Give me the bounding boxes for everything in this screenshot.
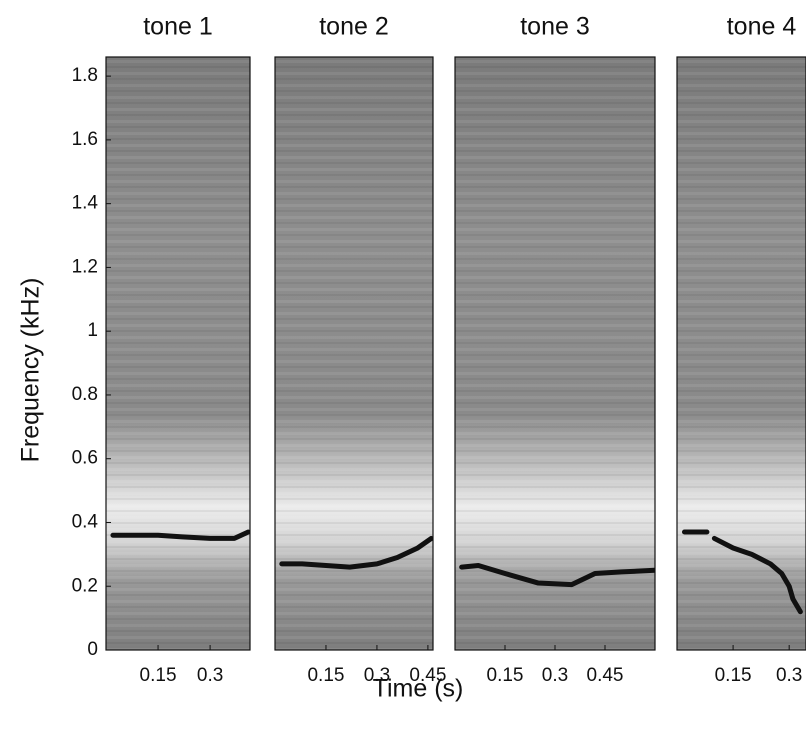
panel-frame (676, 56, 806, 651)
x-tick-label: 0.3 (197, 665, 223, 686)
y-tick-label: 1.4 (72, 193, 99, 214)
x-tick-label: 0.15 (307, 665, 344, 686)
panel: tone 4 0.15 0.3 (676, 13, 806, 686)
pitch-track (279, 535, 433, 570)
plot-area (459, 563, 655, 588)
panel-frame (274, 56, 434, 651)
panel-frame (105, 56, 251, 651)
y-tick-label: 1.8 (72, 65, 98, 86)
x-tick-label: 0.15 (140, 665, 177, 686)
spectrogram-texture (275, 57, 433, 650)
y-tick-label: 1.6 (72, 129, 98, 150)
x-tick-label: 0.15 (487, 665, 524, 686)
spectrogram-texture (455, 57, 655, 650)
spectrogram-texture (677, 57, 806, 650)
y-tick-label: 1.2 (72, 256, 98, 277)
x-axis-label: Time (s) (373, 675, 464, 703)
panel-title: tone 1 (143, 13, 213, 41)
y-tick-label: 1 (87, 320, 98, 341)
panel-title: tone 4 (727, 13, 797, 41)
pitch-track (459, 563, 655, 588)
y-axis-label: Frequency (kHz) (17, 278, 45, 463)
panel-title: tone 2 (319, 13, 389, 41)
y-tick-label: 0.8 (72, 384, 98, 405)
plot-area (681, 529, 803, 615)
spectrogram-texture (106, 57, 250, 650)
panel: tone 1 0.15 0.3 0 0.2 0.4 0.6 0.8 1 1.2 1.4 1.6 1.8 (72, 13, 251, 686)
pitch-track (681, 529, 803, 615)
y-tick-label: 0.2 (72, 575, 98, 596)
x-tick-label: 0.15 (715, 665, 752, 686)
panel-title: tone 3 (520, 13, 590, 41)
panel: tone 3 0.15 0.3 0.45 (454, 13, 656, 686)
x-tick-label: 0.3 (776, 665, 802, 686)
x-tick-label: 0.3 (542, 665, 568, 686)
x-tick-label: 0.45 (409, 665, 446, 686)
plot-area (110, 529, 250, 541)
y-tick-label: 0.4 (72, 511, 99, 532)
plot-area (279, 535, 433, 570)
x-tick-label: 0.3 (364, 665, 390, 686)
y-tick-label: 0.6 (72, 448, 98, 469)
panel: tone 2 0.15 0.3 0.45 (274, 13, 446, 686)
x-tick-label: 0.45 (587, 665, 624, 686)
pitch-track (110, 529, 250, 541)
y-tick-label: 0 (87, 639, 98, 660)
